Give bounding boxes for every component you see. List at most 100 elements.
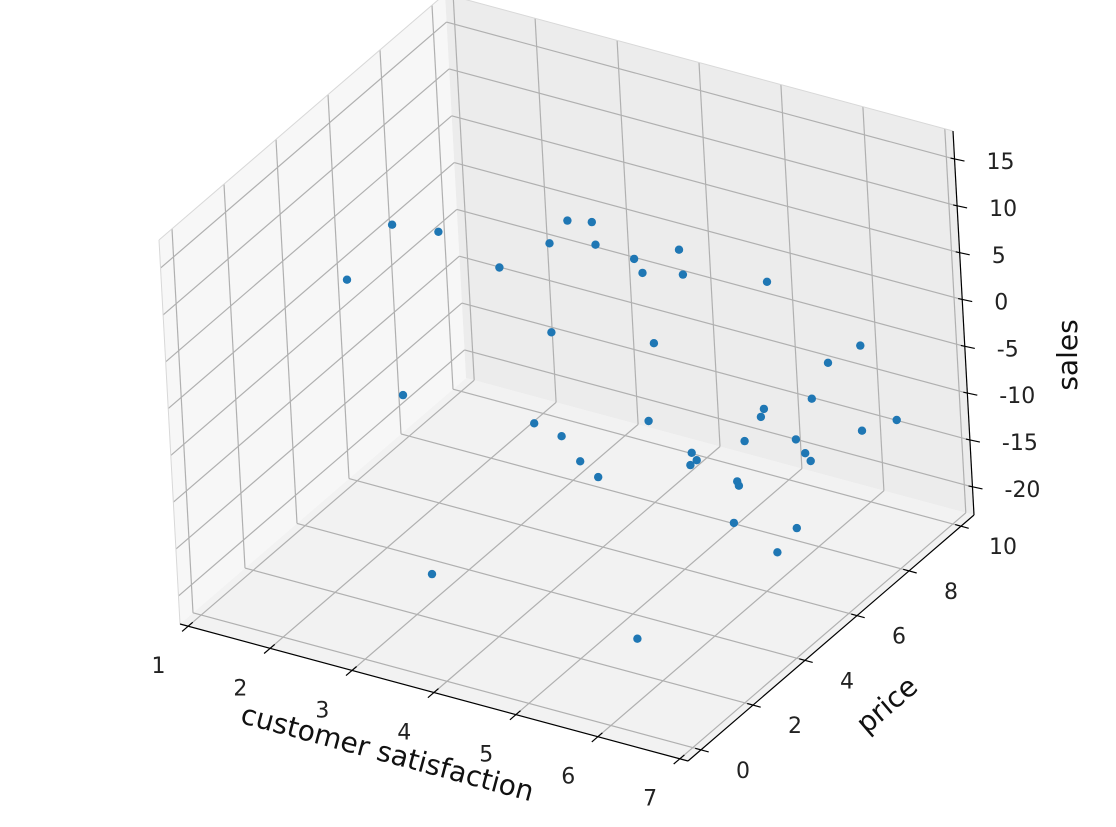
grid-line-x-floor: [269, 401, 557, 649]
y-tick-label: 10: [989, 535, 1017, 560]
z-tick-mark: [958, 298, 973, 303]
grid-line-z-left: [160, 21, 447, 269]
data-point: [649, 339, 659, 348]
y-tick-label: 8: [944, 580, 958, 605]
data-point: [734, 481, 744, 490]
grid-line-y-floor: [192, 612, 702, 751]
x-tick-mark: [509, 710, 521, 721]
x-tick-mark: [427, 688, 439, 699]
data-point: [629, 254, 639, 264]
data-point: [547, 328, 556, 337]
grid-line-y-floor: [400, 433, 910, 572]
data-point: [801, 449, 810, 458]
y-tick-label: 4: [840, 669, 854, 694]
grid-line-y-floor: [348, 478, 858, 617]
grid-line-z-back: [459, 255, 968, 394]
grid-line-y-left: [431, 5, 454, 390]
z-tick-label: 15: [987, 150, 1015, 175]
z-axis-label: sales: [1051, 319, 1084, 390]
grid-line-z-back: [446, 21, 955, 160]
data-point: [762, 277, 772, 286]
x-tick-label: 1: [152, 654, 166, 679]
data-point: [823, 358, 833, 367]
grid-line-x-floor: [679, 512, 967, 760]
data-point: [773, 548, 782, 557]
y-tick-label: 0: [736, 759, 750, 784]
data-point: [638, 268, 647, 278]
x-tick-mark: [263, 643, 276, 654]
data-point: [686, 460, 695, 470]
data-point: [740, 436, 749, 446]
grid-line-z-left: [167, 162, 455, 410]
data-point: [557, 432, 566, 441]
pane-edge: [158, 239, 181, 625]
grid-line-y-left: [275, 139, 298, 524]
z-tick-label: -20: [1005, 478, 1041, 503]
z-tick-mark: [963, 391, 978, 396]
x-tick-label: 6: [561, 765, 575, 790]
data-point: [807, 394, 816, 403]
y-tick-mark: [903, 568, 917, 574]
grid-line-y-floor: [296, 522, 806, 661]
x-tick-label: 5: [479, 743, 493, 768]
y-axis-label: price: [850, 670, 924, 740]
y-tick-mark: [695, 747, 709, 753]
x-tick-mark: [345, 666, 357, 677]
z-tick-mark: [955, 251, 970, 256]
data-point: [530, 419, 539, 428]
data-point: [576, 457, 585, 466]
z-tick-mark: [968, 485, 983, 490]
grid-line-z-back: [461, 302, 971, 441]
grid-line-z-left: [170, 208, 458, 456]
data-point: [587, 217, 596, 227]
grid-line-x-back: [534, 18, 557, 403]
data-point: [692, 456, 701, 465]
data-point: [427, 569, 437, 579]
grid-line-y-floor: [452, 388, 962, 527]
grid-line-z-left: [165, 115, 453, 363]
y-tick-mark: [747, 702, 761, 708]
data-point: [856, 341, 865, 350]
x-tick-label: 2: [233, 676, 247, 701]
grid-line-z-left: [162, 68, 450, 316]
z-tick-label: 10: [989, 197, 1017, 222]
z-tick-label: 5: [992, 244, 1006, 269]
x-tick-mark: [181, 621, 194, 632]
data-point: [729, 518, 739, 528]
grid-line-z-left: [178, 349, 465, 597]
grid-line-z-left: [175, 302, 463, 550]
data-point: [791, 435, 801, 444]
grid-line-y-left: [171, 228, 194, 613]
grid-line-z-back: [454, 162, 963, 301]
y-tick-mark: [799, 658, 813, 663]
z-tick-label: -15: [1002, 431, 1038, 456]
z-tick-mark: [965, 438, 981, 443]
data-point: [591, 240, 600, 249]
data-point: [892, 415, 901, 425]
z-tick-label: -10: [999, 384, 1035, 409]
data-point: [857, 426, 867, 435]
x-tick-label: 7: [643, 787, 657, 812]
grid-line-z-back: [464, 349, 973, 488]
grid-line-x-floor: [187, 379, 475, 627]
data-point: [387, 220, 397, 229]
y-tick-mark: [955, 524, 969, 529]
data-point: [759, 404, 769, 414]
grid-line-x-floor: [515, 468, 803, 716]
grid-line-y-left: [379, 49, 402, 434]
y-tick-label: 2: [788, 714, 802, 739]
data-point: [644, 416, 653, 426]
x-tick-mark: [591, 732, 603, 743]
grid-line-y-left: [223, 184, 246, 569]
data-point: [398, 390, 408, 400]
data-point: [495, 263, 504, 272]
grid-line-x-floor: [351, 423, 639, 671]
grid-line-x-back: [698, 62, 721, 447]
grid-line-x-back: [616, 40, 639, 425]
pane-edge: [158, 0, 439, 241]
grid-line-x-back: [944, 128, 967, 513]
data-point: [633, 634, 642, 643]
data-point: [756, 412, 766, 422]
